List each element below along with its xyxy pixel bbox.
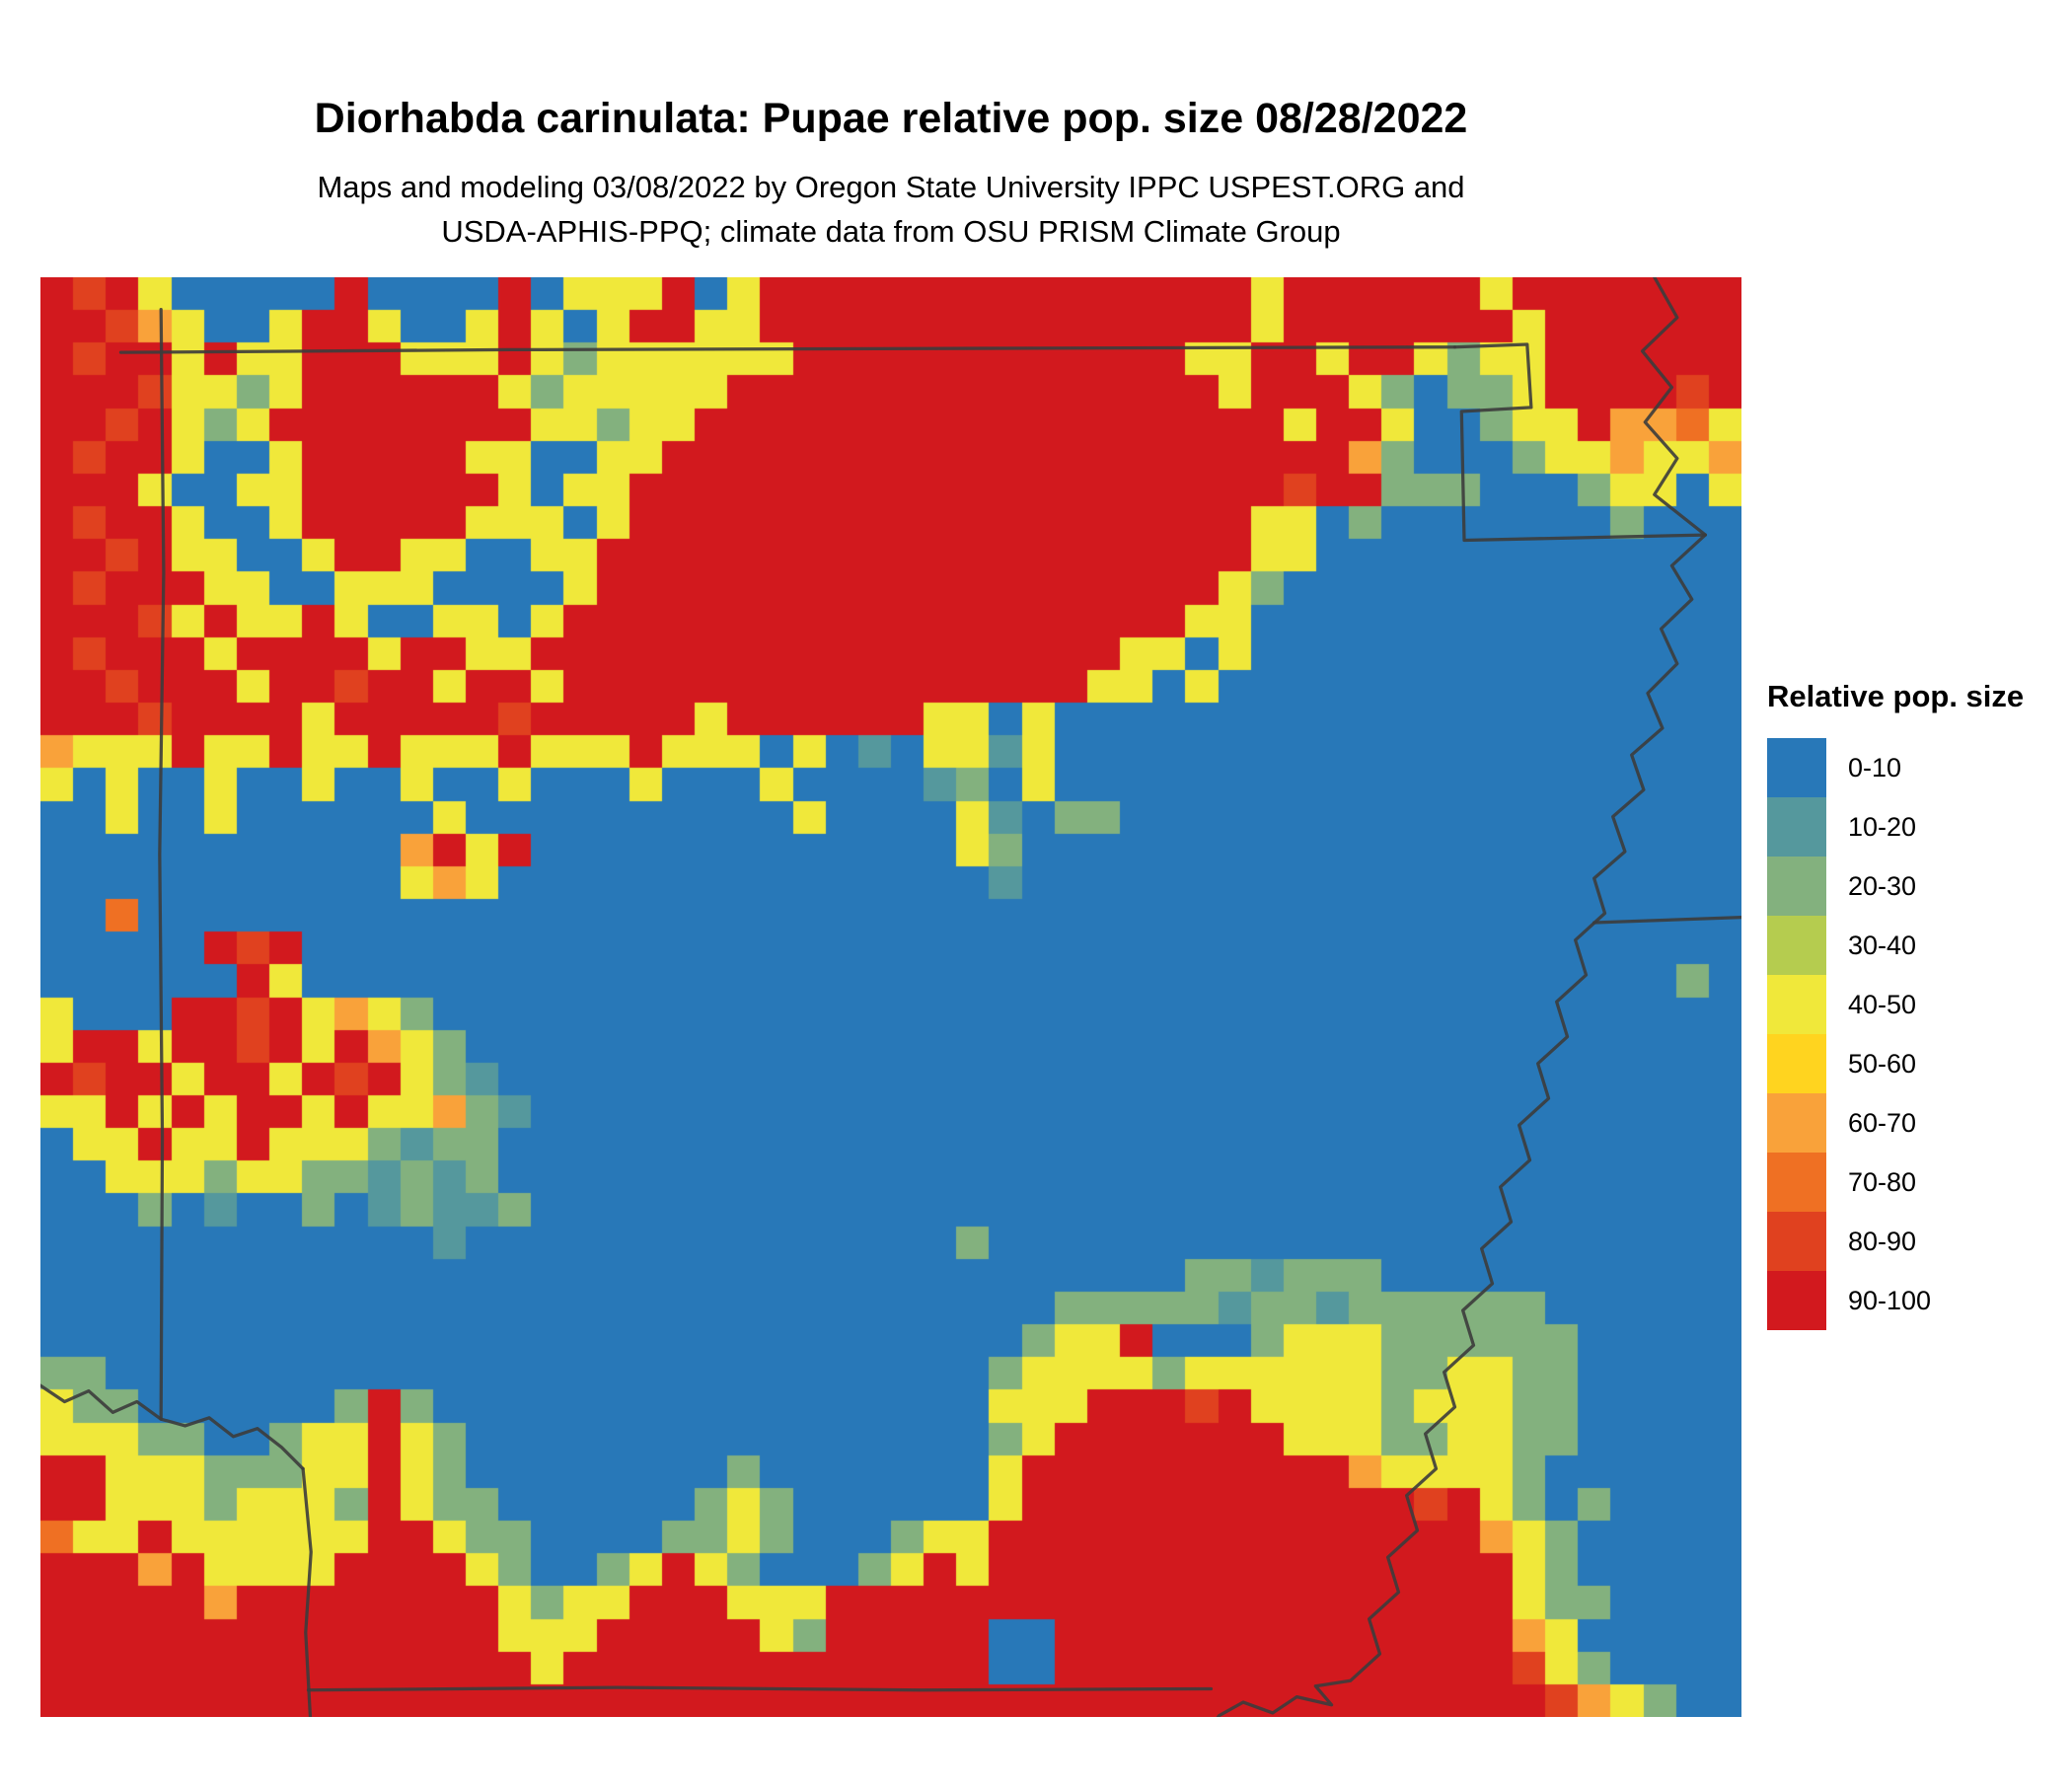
map-raster bbox=[40, 277, 1741, 1717]
legend-title: Relative pop. size bbox=[1767, 679, 2025, 713]
legend-label: 90-100 bbox=[1848, 1285, 1932, 1315]
population-map bbox=[40, 277, 1741, 1717]
state-border-line bbox=[158, 308, 166, 1421]
legend-swatch bbox=[1767, 916, 1826, 975]
legend-label: 20-30 bbox=[1848, 870, 1917, 901]
legend-swatch bbox=[1767, 1034, 1826, 1093]
legend-swatch bbox=[1767, 1153, 1826, 1212]
legend-item: 10-20 bbox=[1767, 797, 2024, 857]
legend-label: 60-70 bbox=[1848, 1107, 1917, 1138]
subtitle-line-1: Maps and modeling 03/08/2022 by Oregon S… bbox=[317, 170, 1465, 204]
state-border-line bbox=[1452, 342, 1707, 543]
legend-label: 10-20 bbox=[1848, 811, 1917, 842]
legend-label: 0-10 bbox=[1848, 752, 1902, 783]
legend-swatch bbox=[1767, 797, 1826, 857]
legend-swatch bbox=[1767, 738, 1826, 797]
legend-label: 80-90 bbox=[1848, 1226, 1917, 1256]
legend-item: 90-100 bbox=[1767, 1271, 2024, 1330]
legend-label: 40-50 bbox=[1848, 989, 1917, 1019]
legend-swatch bbox=[1767, 1271, 1826, 1330]
state-border-line bbox=[301, 1466, 313, 1717]
subtitle-line-2: USDA-APHIS-PPQ; climate data from OSU PR… bbox=[441, 213, 1341, 249]
state-border-line bbox=[306, 1685, 1214, 1692]
legend-label: 30-40 bbox=[1848, 930, 1917, 960]
legend-label: 70-80 bbox=[1848, 1166, 1917, 1197]
page-subtitle: Maps and modeling 03/08/2022 by Oregon S… bbox=[40, 166, 1741, 255]
state-border-line bbox=[40, 1383, 305, 1471]
legend-item: 30-40 bbox=[1767, 916, 2024, 975]
legend-item: 80-90 bbox=[1767, 1212, 2024, 1271]
legend-items: 0-10 10-20 20-30 30-40 40-50 50-60 60-70 70-80 8… bbox=[1767, 738, 2024, 1330]
legend-label: 50-60 bbox=[1848, 1048, 1917, 1079]
legend-item: 60-70 bbox=[1767, 1093, 2024, 1153]
legend: Relative pop. size 0-10 10-20 20-30 30-40 40… bbox=[1767, 679, 2024, 1330]
legend-item: 50-60 bbox=[1767, 1034, 2024, 1093]
state-border-line bbox=[1216, 277, 1707, 1717]
legend-swatch bbox=[1767, 857, 1826, 916]
legend-swatch bbox=[1767, 1212, 1826, 1271]
legend-item: 0-10 bbox=[1767, 738, 2024, 797]
legend-swatch bbox=[1767, 975, 1826, 1034]
legend-swatch bbox=[1767, 1093, 1826, 1153]
legend-item: 40-50 bbox=[1767, 975, 2024, 1034]
page-title: Diorhabda carinulata: Pupae relative pop… bbox=[314, 95, 1468, 142]
legend-item: 70-80 bbox=[1767, 1153, 2024, 1212]
map-borders bbox=[40, 277, 1741, 1717]
legend-item: 20-30 bbox=[1767, 857, 2024, 916]
state-border-line bbox=[118, 345, 1457, 354]
state-border-line bbox=[1592, 915, 1741, 925]
